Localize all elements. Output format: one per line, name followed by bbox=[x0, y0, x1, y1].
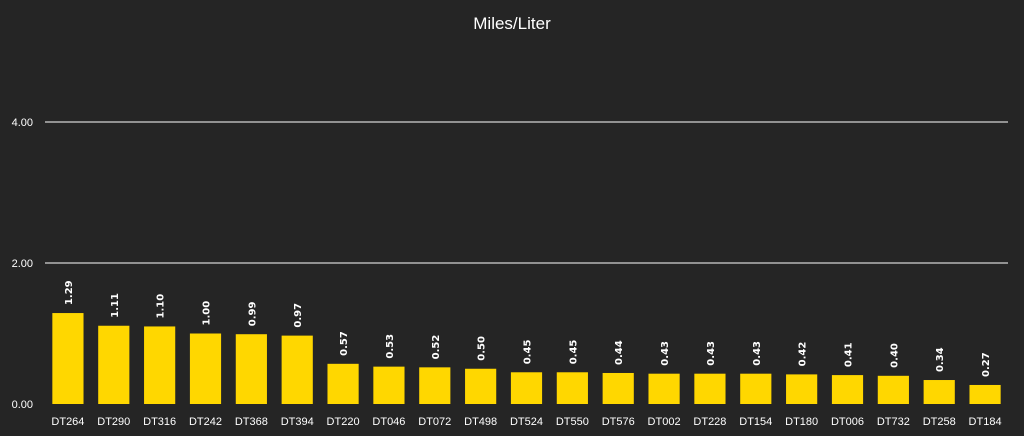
x-tick-label-DT242: DT242 bbox=[189, 416, 222, 428]
data-label-DT228: 0.43 bbox=[706, 341, 717, 366]
x-tick-label-DT072: DT072 bbox=[418, 416, 451, 428]
data-label-DT576: 0.44 bbox=[614, 340, 625, 365]
gridlines bbox=[45, 121, 1008, 264]
bar-DT228 bbox=[694, 373, 726, 404]
bar-DT368 bbox=[235, 334, 267, 404]
data-label-DT550: 0.45 bbox=[568, 340, 579, 365]
bar-DT290 bbox=[98, 325, 130, 404]
x-tick-label-DT258: DT258 bbox=[923, 416, 956, 428]
data-label-DT316: 1.10 bbox=[156, 294, 167, 319]
bar-DT258 bbox=[923, 380, 955, 404]
x-tick-label-DT576: DT576 bbox=[602, 416, 635, 428]
bar-DT046 bbox=[373, 366, 405, 404]
x-axis: DT264 DT290 DT316 DT242 DT368 DT394 DT220 DT046… bbox=[51, 416, 1001, 428]
x-tick-label-DT220: DT220 bbox=[327, 416, 360, 428]
x-tick-label-DT316: DT316 bbox=[143, 416, 176, 428]
bar-DT072 bbox=[419, 367, 451, 404]
y-tick-label: 4.00 bbox=[12, 117, 33, 129]
bar-DT220 bbox=[327, 363, 359, 404]
data-label-DT264: 1.29 bbox=[64, 280, 75, 305]
bar-DT264 bbox=[52, 313, 84, 404]
bar-DT002 bbox=[648, 373, 680, 404]
data-label-DT184: 0.27 bbox=[981, 352, 992, 377]
x-tick-label-DT154: DT154 bbox=[739, 416, 772, 428]
data-label-DT154: 0.43 bbox=[752, 341, 763, 366]
data-label-DT046: 0.53 bbox=[385, 334, 396, 359]
y-tick-label: 2.00 bbox=[12, 258, 33, 270]
bar-DT732 bbox=[877, 375, 909, 404]
bar-DT394 bbox=[281, 335, 313, 404]
x-tick-label-DT228: DT228 bbox=[693, 416, 726, 428]
x-tick-label-DT046: DT046 bbox=[372, 416, 405, 428]
bar-DT498 bbox=[465, 368, 497, 404]
bar-DT006 bbox=[831, 375, 864, 404]
y-axis: 0.00 2.00 4.00 bbox=[12, 117, 33, 411]
bar-DT316 bbox=[144, 326, 176, 404]
bar-DT576 bbox=[602, 372, 634, 404]
x-tick-label-DT550: DT550 bbox=[556, 416, 589, 428]
x-tick-label-DT290: DT290 bbox=[97, 416, 130, 428]
data-label-DT006: 0.41 bbox=[844, 342, 855, 367]
bar-DT180 bbox=[786, 374, 818, 404]
x-tick-label-DT732: DT732 bbox=[877, 416, 910, 428]
data-label-DT002: 0.43 bbox=[660, 341, 671, 366]
bar-DT550 bbox=[556, 372, 588, 404]
data-label-DT258: 0.34 bbox=[935, 347, 946, 372]
x-tick-label-DT264: DT264 bbox=[51, 416, 84, 428]
x-tick-label-DT180: DT180 bbox=[785, 416, 818, 428]
data-labels: 1.29 1.11 1.10 1.00 0.99 0.97 0.57 0.53 0.52 0.50… bbox=[64, 280, 992, 377]
x-tick-label-DT184: DT184 bbox=[969, 416, 1002, 428]
x-tick-label-DT368: DT368 bbox=[235, 416, 268, 428]
y-tick-label: 0.00 bbox=[12, 399, 33, 411]
data-label-DT524: 0.45 bbox=[523, 340, 534, 365]
data-label-DT180: 0.42 bbox=[798, 342, 809, 367]
data-label-DT242: 1.00 bbox=[202, 301, 213, 326]
bars bbox=[52, 313, 1001, 404]
bar-DT154 bbox=[740, 373, 772, 404]
bar-DT242 bbox=[189, 333, 222, 404]
x-tick-label-DT498: DT498 bbox=[464, 416, 497, 428]
data-label-DT072: 0.52 bbox=[431, 335, 442, 360]
data-label-DT290: 1.11 bbox=[110, 293, 121, 318]
x-tick-label-DT394: DT394 bbox=[281, 416, 314, 428]
x-tick-label-DT524: DT524 bbox=[510, 416, 543, 428]
chart-title: Miles/Liter bbox=[473, 14, 551, 33]
data-label-DT368: 0.99 bbox=[247, 301, 258, 326]
bar-DT524 bbox=[510, 372, 543, 404]
bar-DT184 bbox=[969, 384, 1001, 404]
data-label-DT394: 0.97 bbox=[293, 303, 304, 328]
data-label-DT220: 0.57 bbox=[339, 331, 350, 356]
x-tick-label-DT006: DT006 bbox=[831, 416, 864, 428]
data-label-DT498: 0.50 bbox=[477, 336, 488, 361]
x-tick-label-DT002: DT002 bbox=[648, 416, 681, 428]
data-label-DT732: 0.40 bbox=[889, 343, 900, 368]
